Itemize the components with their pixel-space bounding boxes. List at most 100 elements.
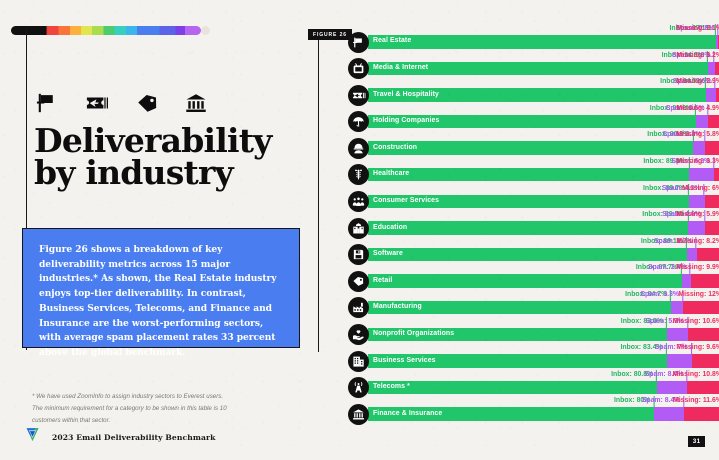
bar-segment-inbox <box>368 354 667 368</box>
stacked-bar <box>368 354 719 368</box>
inbox-value-label: Inbox: 80% <box>614 396 655 408</box>
bar-segment-spam <box>689 167 715 182</box>
inbox-value-label: Inbox: 89.1% <box>641 236 687 248</box>
bar-segment-spam <box>666 354 692 368</box>
missing-value-label: Missing: 3.2% <box>676 51 719 62</box>
chart-row-value-labels: Inbox: 94.9% Spam: 1.9% Missing: 3.2% <box>348 50 719 62</box>
chart-row: Inbox: 87.7% Spam: 2.4% Missing: 9.9% Retai… <box>348 263 719 292</box>
bar-segment-inbox <box>368 221 689 235</box>
spam-value-label: Spam: 8.4% <box>645 369 688 381</box>
bar-segment-spam <box>693 141 706 155</box>
footnote-line-2: The minimum requirement for a category t… <box>32 405 227 413</box>
chart-row-label: Software <box>373 250 403 258</box>
chart-row: Inbox: 80% Spam: 8.4% Missing: 11.6% Financ… <box>348 396 719 425</box>
bar-segment-missing <box>704 194 719 209</box>
bar-segment-missing <box>688 327 719 342</box>
left-panel: Deliverability by industry Figure 26 sho… <box>0 0 330 460</box>
bar-segment-spam <box>654 407 685 421</box>
inbox-value-label: Inbox: 94.9% <box>662 50 708 62</box>
chart-row-label: Consumer Services <box>373 196 440 204</box>
chart-row: Inbox: 80.8% Spam: 8.4% Missing: 10.8% Tele… <box>348 369 719 399</box>
price-tag-icon <box>348 270 369 292</box>
spam-value-label: Spam: 2.4% <box>648 263 691 275</box>
missing-value-label: Missing: 9.6% <box>676 343 719 354</box>
chart-row-value-labels: Inbox: 84.7% Spam: 3.3% Missing: 12% <box>348 289 719 301</box>
spam-value-label: Spam: 3.5% <box>666 103 709 115</box>
stacked-bar <box>368 88 719 102</box>
chart-row-value-labels: Inbox: 91.6% Spam: 3.5% Missing: 4.9% <box>348 103 719 115</box>
missing-value-label: Missing: 5.8% <box>676 130 719 141</box>
missing-value-label: Missing: 4.9% <box>676 104 719 115</box>
bar-segment-spam <box>681 274 691 288</box>
spam-value-label: Spam: 1.9% <box>672 50 715 62</box>
chart-row-value-labels: Inbox: 90.9% Spam: 3.3% Missing: 5.8% <box>348 130 719 142</box>
rainbow-rule <box>11 26 201 35</box>
bar-segment-spam <box>688 221 705 235</box>
hardhat-worker-icon <box>348 137 369 159</box>
chart-row-label: Education <box>373 223 408 231</box>
page-title-line-2: by industry <box>34 153 234 192</box>
spam-value-label: Spam: 4.3% <box>662 183 705 195</box>
chart-row-label: Retail <box>373 276 393 284</box>
inbox-value-label: Inbox: 83.5% <box>621 316 667 328</box>
missing-value-label: Missing: 5.9% <box>676 210 719 221</box>
decorative-dot <box>201 26 210 35</box>
bar-segment-inbox <box>368 167 690 182</box>
chart-panel: FIGURE 26 Inbox: 97.1% Spam: 0.8% Missing:… <box>308 0 719 460</box>
spam-value-label: Spam: 2.6% <box>673 77 716 89</box>
plane-ticket-icon <box>348 84 369 106</box>
bar-segment-spam <box>671 300 684 315</box>
bar-segment-missing <box>684 407 719 421</box>
chart-row-value-labels: Inbox: 80% Spam: 8.4% Missing: 11.6% <box>348 396 719 408</box>
spam-value-label: Spam: 0.8% <box>676 24 719 35</box>
bar-segment-missing <box>705 141 719 155</box>
page-number: 31 <box>688 435 705 447</box>
page-title: Deliverability by industry <box>34 124 324 192</box>
bar-segment-inbox <box>368 114 696 129</box>
bar-segment-missing <box>704 221 719 235</box>
footer-label: 2023 Email Deliverability Benchmark <box>52 432 216 442</box>
bar-segment-inbox <box>368 327 667 342</box>
bar-segment-inbox <box>368 300 672 315</box>
bar-segment-inbox <box>368 35 716 49</box>
inbox-value-label: Inbox: 91.6% <box>650 103 696 115</box>
flag-icon <box>348 31 369 53</box>
chart-row: Inbox: 91.6% Spam: 3.5% Missing: 4.9% Holdi… <box>348 103 719 133</box>
inbox-value-label: Inbox: 89.5% <box>642 210 689 222</box>
rainbow-gradient <box>41 26 201 35</box>
missing-value-label: Missing: 2.1% <box>676 24 719 35</box>
footnote-line-1: * We have used ZoomInfo to assign indust… <box>32 393 224 400</box>
missing-value-label: Missing: 12% <box>678 290 719 301</box>
antenna-tower-icon <box>348 377 369 399</box>
chart-row-label: Media & Internet <box>373 63 429 71</box>
bar-segment-spam <box>666 327 689 342</box>
inbox-value-label: Inbox: 97.1% <box>669 24 716 35</box>
bar-segment-missing <box>687 380 719 395</box>
inbox-value-label: Inbox: 94.5% <box>660 77 707 89</box>
chart-row-label: Telecoms * <box>373 383 410 391</box>
chart-row-value-labels: Inbox: 83.5% Spam: 5.9% Missing: 10.6% <box>348 316 719 328</box>
callout-box: Figure 26 shows a breakdown of key deliv… <box>22 228 300 358</box>
plane-ticket-icon <box>85 92 109 114</box>
bar-segment-inbox <box>368 61 708 76</box>
spam-value-label: Spam: 4.6% <box>662 210 705 222</box>
missing-value-label: Missing: 10.8% <box>673 370 719 381</box>
bar-segment-missing <box>690 274 719 288</box>
chart-row-value-labels: Inbox: 89.1% Spam: 2.7% Missing: 8.2% <box>348 236 719 248</box>
chart-row-label: Real Estate <box>373 37 412 45</box>
missing-value-label: Missing: 6% <box>682 184 719 195</box>
stacked-bar <box>368 407 719 421</box>
spam-value-label: Spam: 3.3% <box>663 130 706 142</box>
stacked-bar <box>368 247 719 262</box>
chart-row-label: Travel & Hospitality <box>373 90 439 98</box>
school-building-icon <box>348 217 369 239</box>
spam-value-label: Spam: 5.9% <box>645 316 689 328</box>
footer: 2023 Email Deliverability Benchmark <box>26 427 215 447</box>
missing-value-label: Missing: 10.6% <box>673 317 719 328</box>
chart-row: Inbox: 83.4% Spam: 7% Missing: 9.6% Busines… <box>348 343 719 372</box>
spam-value-label: Spam: 2.7% <box>654 236 697 248</box>
bar-segment-missing <box>714 61 719 76</box>
chart-row: Inbox: 84.7% Spam: 3.3% Missing: 12% Manufa… <box>348 289 719 319</box>
chart-row-label: Holding Companies <box>373 117 440 125</box>
chart-row-value-labels: Inbox: 97.1% Spam: 0.8% Missing: 2.1% <box>348 24 719 35</box>
